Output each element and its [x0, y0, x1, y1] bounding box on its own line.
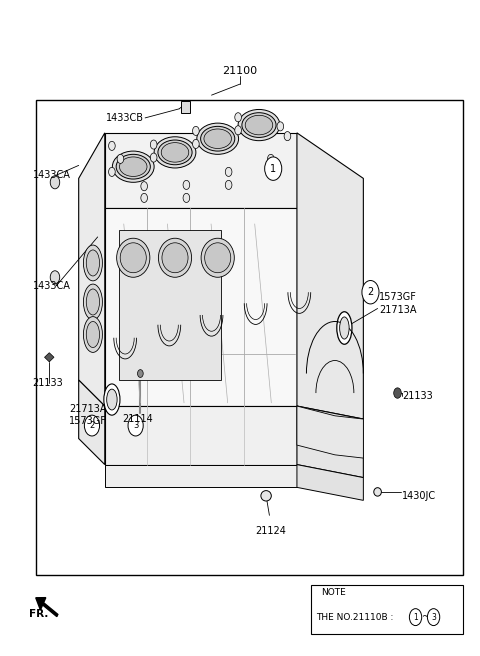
Ellipse shape	[154, 136, 196, 168]
Text: 1: 1	[270, 163, 276, 174]
Text: 3: 3	[133, 421, 138, 430]
Text: 21133: 21133	[33, 379, 63, 388]
Polygon shape	[297, 406, 363, 458]
Ellipse shape	[204, 129, 231, 148]
Text: 21713A: 21713A	[379, 305, 417, 315]
Text: ~: ~	[422, 612, 430, 622]
Bar	[181, 101, 190, 113]
Circle shape	[108, 167, 115, 176]
Circle shape	[150, 153, 157, 162]
Text: 1573GF: 1573GF	[69, 416, 107, 426]
Polygon shape	[297, 133, 363, 419]
Text: 2: 2	[89, 421, 95, 430]
Polygon shape	[119, 230, 221, 380]
Text: 21133: 21133	[402, 391, 433, 401]
Circle shape	[192, 127, 199, 136]
Ellipse shape	[197, 123, 239, 154]
Text: 21100: 21100	[222, 66, 258, 76]
Text: 21713A: 21713A	[70, 404, 107, 414]
Ellipse shape	[120, 243, 146, 273]
Ellipse shape	[204, 243, 231, 273]
Circle shape	[183, 194, 190, 203]
Circle shape	[362, 281, 379, 304]
FancyArrow shape	[36, 598, 58, 617]
Text: 1433CB: 1433CB	[106, 113, 144, 123]
Ellipse shape	[337, 312, 352, 344]
Text: FR.: FR.	[29, 609, 48, 619]
Polygon shape	[105, 208, 297, 406]
Polygon shape	[79, 133, 105, 406]
Ellipse shape	[84, 284, 102, 320]
Text: 1433CA: 1433CA	[33, 170, 71, 180]
Ellipse shape	[84, 245, 102, 281]
Ellipse shape	[84, 317, 102, 352]
Circle shape	[277, 122, 284, 131]
Circle shape	[141, 194, 147, 203]
Circle shape	[183, 180, 190, 190]
Text: 1573GF: 1573GF	[379, 292, 417, 302]
Circle shape	[50, 271, 60, 284]
Circle shape	[117, 154, 124, 163]
Circle shape	[394, 388, 401, 398]
Ellipse shape	[242, 113, 276, 137]
Ellipse shape	[116, 154, 150, 179]
Circle shape	[267, 154, 274, 163]
Ellipse shape	[238, 110, 280, 140]
Circle shape	[192, 139, 199, 148]
Ellipse shape	[104, 384, 120, 415]
Ellipse shape	[86, 289, 99, 315]
Ellipse shape	[201, 238, 234, 277]
Ellipse shape	[158, 238, 192, 277]
Circle shape	[235, 126, 241, 135]
Ellipse shape	[162, 243, 188, 273]
Ellipse shape	[120, 157, 147, 176]
Circle shape	[50, 176, 60, 189]
Bar	[311, 585, 463, 634]
Ellipse shape	[86, 321, 99, 348]
Text: THE NO.21110B :: THE NO.21110B :	[316, 613, 393, 622]
Polygon shape	[105, 464, 297, 487]
Ellipse shape	[261, 491, 271, 501]
Circle shape	[150, 140, 157, 149]
Ellipse shape	[112, 151, 154, 182]
Circle shape	[141, 182, 147, 191]
Circle shape	[137, 369, 143, 377]
Text: 1: 1	[413, 613, 418, 622]
Text: 1433CA: 1433CA	[33, 281, 71, 291]
Circle shape	[108, 141, 115, 150]
Circle shape	[225, 167, 232, 176]
Polygon shape	[45, 353, 54, 362]
Circle shape	[267, 167, 274, 176]
Circle shape	[409, 609, 422, 626]
Circle shape	[284, 132, 291, 140]
Text: 21114: 21114	[122, 414, 154, 424]
Circle shape	[264, 157, 282, 180]
Polygon shape	[79, 380, 105, 464]
Ellipse shape	[86, 250, 99, 276]
Bar	[36, 100, 463, 575]
Circle shape	[84, 415, 99, 436]
Polygon shape	[105, 406, 297, 464]
Circle shape	[225, 180, 232, 190]
Text: 2: 2	[367, 287, 373, 297]
Circle shape	[235, 113, 241, 122]
Ellipse shape	[245, 115, 273, 135]
Polygon shape	[297, 406, 363, 478]
Text: 1430JC: 1430JC	[402, 491, 436, 501]
Ellipse shape	[161, 142, 189, 162]
Text: 21124: 21124	[255, 526, 286, 537]
Ellipse shape	[374, 487, 382, 496]
Ellipse shape	[201, 127, 235, 151]
Text: 3: 3	[431, 613, 436, 622]
Ellipse shape	[158, 140, 192, 165]
Text: NOTE: NOTE	[321, 588, 346, 597]
Polygon shape	[297, 464, 363, 501]
Circle shape	[128, 415, 143, 436]
Ellipse shape	[107, 389, 117, 410]
Ellipse shape	[340, 317, 349, 339]
Ellipse shape	[117, 238, 150, 277]
Polygon shape	[105, 133, 297, 208]
Circle shape	[427, 609, 440, 626]
